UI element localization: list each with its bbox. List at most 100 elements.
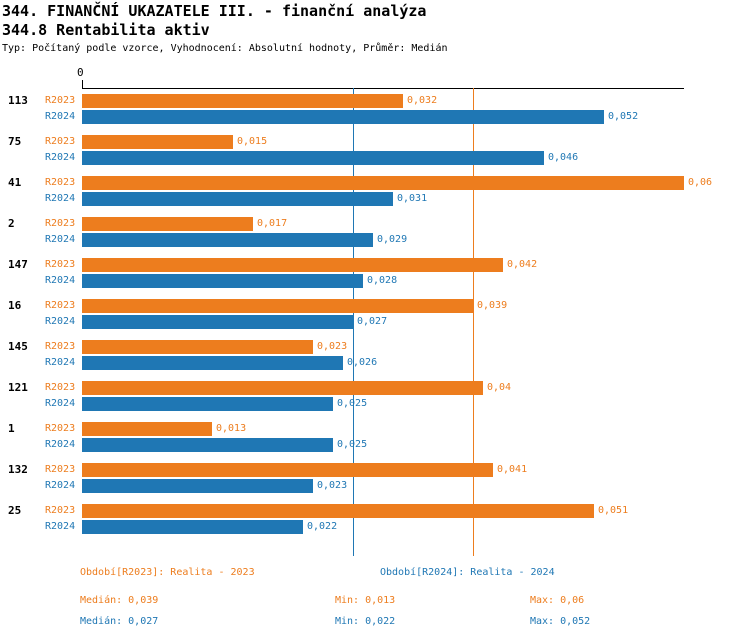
stat-median-r2023: Medián: 0,039 <box>80 595 159 606</box>
group-id-label: 113 <box>8 94 28 107</box>
series-label-r2023: R2023 <box>45 341 76 352</box>
axis-zero-label: 0 <box>77 66 84 79</box>
bar-row-r2023: 145 R2023 0,023 <box>0 339 750 355</box>
series-label-r2024: R2024 <box>45 398 76 409</box>
bar-row-r2023: 25 R2023 0,051 <box>0 503 750 519</box>
bar-value-label: 0,022 <box>307 521 338 532</box>
bar-r2023 <box>82 340 313 354</box>
bar-group: 25 R2023 0,051 R2024 0,022 <box>0 503 750 535</box>
bar-r2023 <box>82 94 403 108</box>
bar-value-label: 0,025 <box>337 439 368 450</box>
bar-r2024 <box>82 274 363 288</box>
series-label-r2023: R2023 <box>45 382 76 393</box>
bar-row-r2024: R2024 0,029 <box>0 232 750 248</box>
bar-r2024 <box>82 192 393 206</box>
bar-r2023 <box>82 176 684 190</box>
series-label-r2023: R2023 <box>45 259 76 270</box>
series-label-r2024: R2024 <box>45 152 76 163</box>
bar-value-label: 0,023 <box>317 480 348 491</box>
series-label-r2023: R2023 <box>45 300 76 311</box>
bar-group: 1 R2023 0,013 R2024 0,025 <box>0 421 750 453</box>
stat-median-r2024: Medián: 0,027 <box>80 616 159 627</box>
bar-group: 16 R2023 0,039 R2024 0,027 <box>0 298 750 330</box>
bar-value-label: 0,032 <box>407 95 438 106</box>
bar-group: 41 R2023 0,06 R2024 0,031 <box>0 175 750 207</box>
group-id-label: 145 <box>8 340 28 353</box>
bar-r2024 <box>82 479 313 493</box>
group-id-label: 1 <box>8 422 15 435</box>
bar-group: 75 R2023 0,015 R2024 0,046 <box>0 134 750 166</box>
bar-row-r2023: 16 R2023 0,039 <box>0 298 750 314</box>
group-id-label: 16 <box>8 299 22 312</box>
bar-value-label: 0,06 <box>688 177 713 188</box>
bar-row-r2024: R2024 0,046 <box>0 150 750 166</box>
stat-min-r2024: Min: 0,022 <box>335 616 396 627</box>
bar-row-r2024: R2024 0,026 <box>0 355 750 371</box>
bar-group: 132 R2023 0,041 R2024 0,023 <box>0 462 750 494</box>
bar-row-r2024: R2024 0,025 <box>0 396 750 412</box>
bar-r2023 <box>82 504 594 518</box>
group-id-label: 75 <box>8 135 22 148</box>
bar-value-label: 0,017 <box>257 218 288 229</box>
bar-value-label: 0,023 <box>317 341 348 352</box>
bar-r2024 <box>82 397 333 411</box>
series-label-r2024: R2024 <box>45 316 76 327</box>
chart-subtitle: 344.8 Rentabilita aktiv <box>2 21 210 39</box>
bar-row-r2023: 2 R2023 0,017 <box>0 216 750 232</box>
bar-value-label: 0,013 <box>216 423 247 434</box>
bar-r2024 <box>82 520 303 534</box>
bar-value-label: 0,042 <box>507 259 538 270</box>
series-label-r2024: R2024 <box>45 357 76 368</box>
bar-r2023 <box>82 299 473 313</box>
bar-value-label: 0,028 <box>367 275 398 286</box>
series-label-r2024: R2024 <box>45 111 76 122</box>
series-label-r2023: R2023 <box>45 95 76 106</box>
group-id-label: 25 <box>8 504 22 517</box>
series-label-r2024: R2024 <box>45 234 76 245</box>
bar-value-label: 0,027 <box>357 316 388 327</box>
legend-r2024: Období[R2024]: Realita - 2024 <box>380 567 555 578</box>
bar-value-label: 0,04 <box>487 382 512 393</box>
bar-group: 147 R2023 0,042 R2024 0,028 <box>0 257 750 289</box>
series-label-r2024: R2024 <box>45 193 76 204</box>
median-line-r2023 <box>473 88 474 556</box>
group-id-label: 132 <box>8 463 28 476</box>
bar-value-label: 0,031 <box>397 193 428 204</box>
bar-r2023 <box>82 135 233 149</box>
series-label-r2024: R2024 <box>45 521 76 532</box>
series-label-r2023: R2023 <box>45 177 76 188</box>
bar-value-label: 0,041 <box>497 464 528 475</box>
series-label-r2024: R2024 <box>45 439 76 450</box>
bar-value-label: 0,015 <box>237 136 268 147</box>
group-id-label: 121 <box>8 381 28 394</box>
bar-group: 2 R2023 0,017 R2024 0,029 <box>0 216 750 248</box>
bar-groups: 113 R2023 0,032 R2024 0,052 75 R2023 0,015 R2024… <box>0 93 750 544</box>
chart-note: Typ: Počítaný podle vzorce, Vyhodnocení:… <box>2 43 448 54</box>
bar-r2024 <box>82 438 333 452</box>
bar-r2024 <box>82 110 604 124</box>
series-label-r2023: R2023 <box>45 218 76 229</box>
bar-group: 113 R2023 0,032 R2024 0,052 <box>0 93 750 125</box>
bar-value-label: 0,026 <box>347 357 378 368</box>
stat-min-r2023: Min: 0,013 <box>335 595 396 606</box>
bar-r2023 <box>82 217 253 231</box>
series-label-r2023: R2023 <box>45 464 76 475</box>
bar-row-r2024: R2024 0,027 <box>0 314 750 330</box>
bar-r2023 <box>82 258 503 272</box>
bar-row-r2023: 147 R2023 0,042 <box>0 257 750 273</box>
group-id-label: 147 <box>8 258 28 271</box>
bar-r2024 <box>82 315 353 329</box>
bar-value-label: 0,051 <box>598 505 629 516</box>
bar-row-r2024: R2024 0,052 <box>0 109 750 125</box>
series-label-r2023: R2023 <box>45 505 76 516</box>
axis-tick <box>82 80 83 88</box>
chart-title: 344. FINANČNÍ UKAZATELE III. - finanční … <box>2 2 427 20</box>
bar-row-r2023: 41 R2023 0,06 <box>0 175 750 191</box>
bar-row-r2024: R2024 0,031 <box>0 191 750 207</box>
series-label-r2024: R2024 <box>45 275 76 286</box>
bar-row-r2024: R2024 0,028 <box>0 273 750 289</box>
stat-max-r2024: Max: 0,052 <box>530 616 591 627</box>
bar-row-r2023: 75 R2023 0,015 <box>0 134 750 150</box>
